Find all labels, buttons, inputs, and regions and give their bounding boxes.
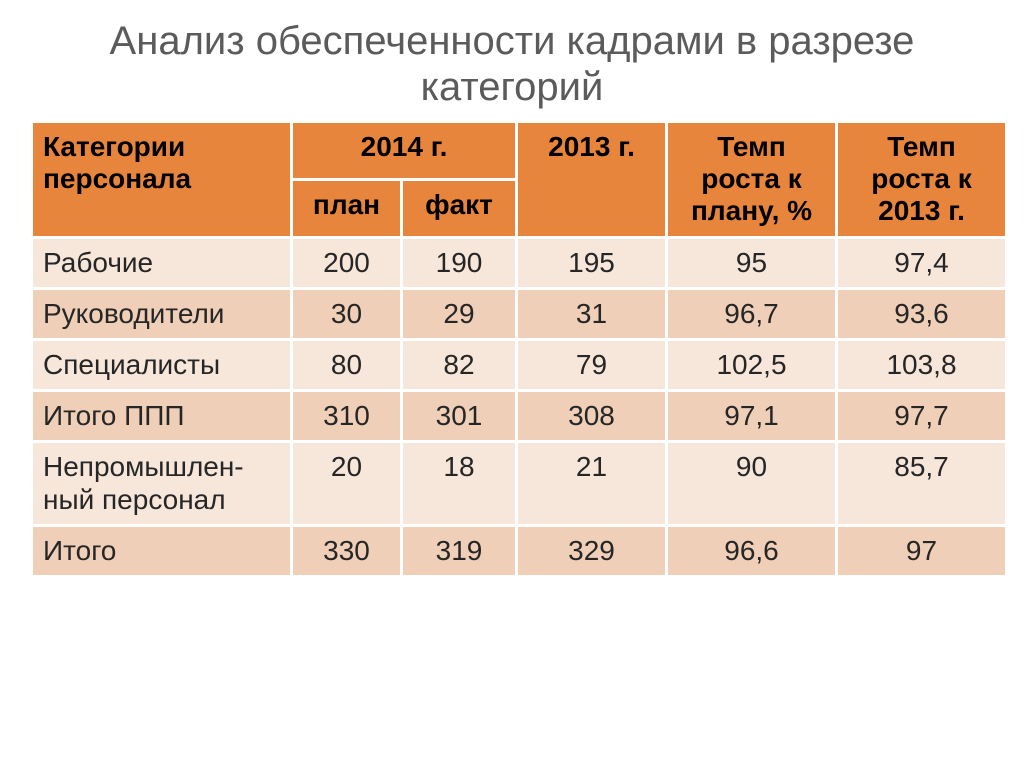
page-title: Анализ обеспеченности кадрами в разрезе … [30, 18, 994, 110]
cell-category: Непромышлен-ный персонал [32, 442, 292, 525]
table-row: Руководители 30 29 31 96,7 93,6 [32, 288, 1007, 339]
cell-growth-2013: 93,6 [837, 288, 1007, 339]
cell-2013: 31 [517, 288, 667, 339]
cell-2013: 329 [517, 525, 667, 576]
cell-growth-2013: 103,8 [837, 339, 1007, 390]
cell-growth-plan: 96,7 [667, 288, 837, 339]
cell-plan: 200 [292, 237, 402, 288]
cell-fact: 82 [402, 339, 517, 390]
table-row: Рабочие 200 190 195 95 97,4 [32, 237, 1007, 288]
cell-plan: 330 [292, 525, 402, 576]
col-growth-plan: Темп роста к плану, % [667, 122, 837, 238]
col-2014: 2014 г. [292, 122, 517, 180]
table-row: Итого 330 319 329 96,6 97 [32, 525, 1007, 576]
cell-category: Специалисты [32, 339, 292, 390]
slide: Анализ обеспеченности кадрами в разрезе … [0, 0, 1024, 768]
cell-category: Итого [32, 525, 292, 576]
cell-growth-2013: 97,4 [837, 237, 1007, 288]
col-growth-2013: Темп роста к 2013 г. [837, 122, 1007, 238]
table-row: Специалисты 80 82 79 102,5 103,8 [32, 339, 1007, 390]
cell-fact: 319 [402, 525, 517, 576]
cell-2013: 195 [517, 237, 667, 288]
cell-plan: 80 [292, 339, 402, 390]
table-header: Категории персонала 2014 г. 2013 г. Темп… [32, 122, 1007, 238]
cell-fact: 190 [402, 237, 517, 288]
cell-fact: 18 [402, 442, 517, 525]
cell-plan: 30 [292, 288, 402, 339]
table-row: Итого ППП 310 301 308 97,1 97,7 [32, 391, 1007, 442]
table-row: Непромышлен-ный персонал 20 18 21 90 85,… [32, 442, 1007, 525]
cell-growth-2013: 85,7 [837, 442, 1007, 525]
col-2013: 2013 г. [517, 122, 667, 238]
table-body: Рабочие 200 190 195 95 97,4 Руководители… [32, 237, 1007, 576]
cell-category: Итого ППП [32, 391, 292, 442]
cell-plan: 20 [292, 442, 402, 525]
cell-growth-plan: 95 [667, 237, 837, 288]
col-fact: факт [402, 179, 517, 237]
col-plan: план [292, 179, 402, 237]
cell-growth-plan: 102,5 [667, 339, 837, 390]
col-category: Категории персонала [32, 122, 292, 238]
cell-growth-2013: 97,7 [837, 391, 1007, 442]
data-table: Категории персонала 2014 г. 2013 г. Темп… [30, 120, 1008, 578]
cell-fact: 29 [402, 288, 517, 339]
cell-growth-2013: 97 [837, 525, 1007, 576]
cell-2013: 308 [517, 391, 667, 442]
cell-2013: 21 [517, 442, 667, 525]
cell-2013: 79 [517, 339, 667, 390]
cell-growth-plan: 97,1 [667, 391, 837, 442]
cell-fact: 301 [402, 391, 517, 442]
cell-plan: 310 [292, 391, 402, 442]
cell-category: Рабочие [32, 237, 292, 288]
cell-category: Руководители [32, 288, 292, 339]
cell-growth-plan: 96,6 [667, 525, 837, 576]
cell-growth-plan: 90 [667, 442, 837, 525]
